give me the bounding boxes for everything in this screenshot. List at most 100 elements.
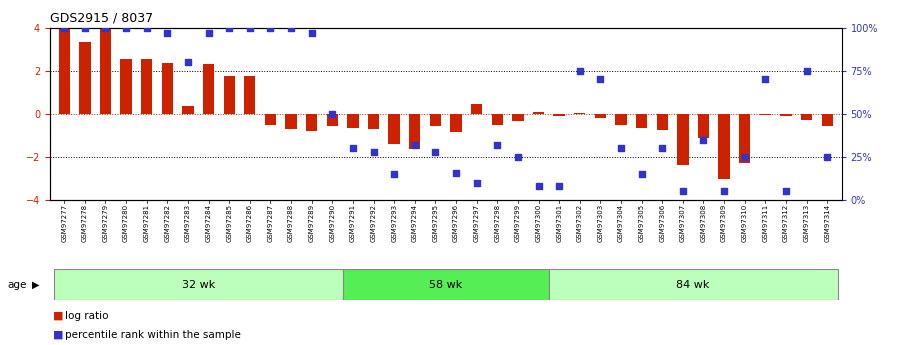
Bar xyxy=(265,114,276,125)
Point xyxy=(552,184,567,189)
Text: GSM97285: GSM97285 xyxy=(226,204,233,241)
Text: GSM97305: GSM97305 xyxy=(639,204,644,242)
Text: 32 wk: 32 wk xyxy=(182,280,214,289)
Bar xyxy=(306,114,318,131)
Text: GSM97309: GSM97309 xyxy=(721,204,727,242)
Text: GSM97287: GSM97287 xyxy=(268,204,273,242)
Text: GSM97293: GSM97293 xyxy=(391,204,397,242)
Text: GSM97284: GSM97284 xyxy=(205,204,212,241)
Text: percentile rank within the sample: percentile rank within the sample xyxy=(65,330,241,339)
Bar xyxy=(162,63,173,114)
Point xyxy=(160,30,175,36)
Bar xyxy=(491,114,503,125)
Text: ■: ■ xyxy=(52,330,63,339)
Text: GSM97314: GSM97314 xyxy=(824,204,830,242)
Text: log ratio: log ratio xyxy=(65,311,109,321)
Text: GSM97283: GSM97283 xyxy=(185,204,191,242)
Text: GSM97313: GSM97313 xyxy=(804,204,810,242)
Bar xyxy=(548,269,837,300)
Bar xyxy=(327,114,338,126)
Point xyxy=(655,146,670,151)
Text: GSM97307: GSM97307 xyxy=(680,204,686,242)
Point xyxy=(676,189,691,194)
Point xyxy=(263,25,278,30)
Text: GSM97312: GSM97312 xyxy=(783,204,789,242)
Point xyxy=(470,180,484,186)
Point xyxy=(304,30,319,36)
Point xyxy=(222,25,236,30)
Point xyxy=(634,171,649,177)
Point xyxy=(346,146,360,151)
Point xyxy=(696,137,710,142)
Bar xyxy=(367,114,379,129)
Point xyxy=(284,25,299,30)
Bar xyxy=(343,269,548,300)
Text: GSM97280: GSM97280 xyxy=(123,204,129,242)
Text: GSM97277: GSM97277 xyxy=(62,204,67,242)
Point xyxy=(593,77,607,82)
Text: GSM97279: GSM97279 xyxy=(102,204,109,242)
Text: ■: ■ xyxy=(52,311,63,321)
Text: GSM97300: GSM97300 xyxy=(536,204,541,242)
Bar xyxy=(719,114,729,179)
Point xyxy=(799,68,814,73)
Bar xyxy=(533,112,544,114)
Bar xyxy=(120,59,132,114)
Bar xyxy=(430,114,441,126)
Point xyxy=(78,25,92,30)
Bar xyxy=(244,76,255,114)
Bar xyxy=(656,114,668,130)
Text: GSM97301: GSM97301 xyxy=(557,204,562,242)
Point xyxy=(510,154,525,160)
Text: age: age xyxy=(7,280,26,289)
Text: GSM97306: GSM97306 xyxy=(659,204,665,242)
Text: GSM97292: GSM97292 xyxy=(370,204,376,241)
Bar xyxy=(285,114,297,129)
Point xyxy=(490,142,504,148)
Bar xyxy=(471,104,482,114)
Point xyxy=(531,184,546,189)
Text: GSM97298: GSM97298 xyxy=(494,204,500,242)
Point xyxy=(181,59,195,65)
Text: GSM97311: GSM97311 xyxy=(762,204,768,242)
Text: GSM97286: GSM97286 xyxy=(247,204,252,242)
Text: GDS2915 / 8037: GDS2915 / 8037 xyxy=(50,11,153,24)
Point xyxy=(201,30,215,36)
Text: GSM97295: GSM97295 xyxy=(433,204,438,241)
Bar xyxy=(822,114,833,126)
Text: 84 wk: 84 wk xyxy=(676,280,710,289)
Text: GSM97294: GSM97294 xyxy=(412,204,418,241)
Text: 58 wk: 58 wk xyxy=(429,280,462,289)
Text: GSM97289: GSM97289 xyxy=(309,204,315,242)
Text: GSM97304: GSM97304 xyxy=(618,204,624,242)
Bar xyxy=(512,114,524,121)
Text: GSM97281: GSM97281 xyxy=(144,204,149,242)
Point xyxy=(119,25,133,30)
Point xyxy=(387,171,402,177)
Text: GSM97308: GSM97308 xyxy=(700,204,707,242)
Bar xyxy=(554,114,565,116)
Text: GSM97278: GSM97278 xyxy=(81,204,88,242)
Bar xyxy=(182,106,194,114)
Bar xyxy=(59,29,70,114)
Point xyxy=(449,170,463,175)
Text: GSM97288: GSM97288 xyxy=(288,204,294,242)
Bar xyxy=(348,114,358,128)
Bar xyxy=(739,114,750,164)
Point xyxy=(139,25,154,30)
Bar xyxy=(224,76,235,114)
Bar xyxy=(141,59,152,114)
Point xyxy=(717,189,731,194)
Bar xyxy=(574,113,586,114)
Text: GSM97297: GSM97297 xyxy=(473,204,480,242)
Bar xyxy=(759,114,771,115)
Bar xyxy=(203,64,214,114)
Text: GSM97291: GSM97291 xyxy=(350,204,356,242)
Bar xyxy=(615,114,626,125)
Point xyxy=(614,146,628,151)
Bar xyxy=(595,114,606,118)
Bar xyxy=(780,114,792,116)
Point xyxy=(407,142,422,148)
Point xyxy=(57,25,71,30)
Bar xyxy=(388,114,400,144)
